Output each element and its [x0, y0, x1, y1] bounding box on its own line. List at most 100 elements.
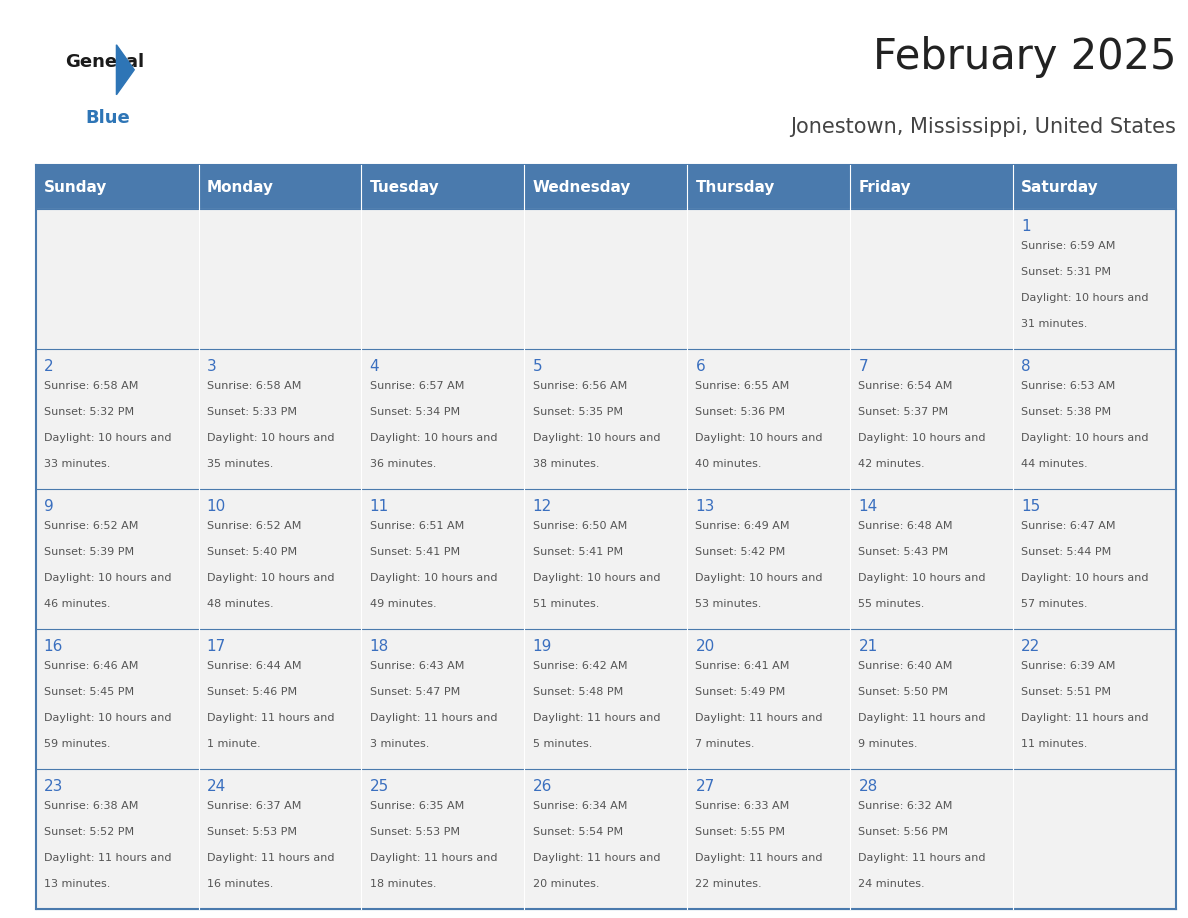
Text: Sunset: 5:41 PM: Sunset: 5:41 PM [369, 547, 460, 557]
Text: Saturday: Saturday [1022, 180, 1099, 195]
Text: Sunset: 5:52 PM: Sunset: 5:52 PM [44, 827, 134, 837]
FancyBboxPatch shape [851, 769, 1013, 909]
FancyBboxPatch shape [36, 769, 198, 909]
Text: 9: 9 [44, 498, 53, 514]
FancyBboxPatch shape [688, 489, 851, 629]
Text: Daylight: 10 hours and: Daylight: 10 hours and [369, 573, 497, 583]
Text: Sunset: 5:55 PM: Sunset: 5:55 PM [695, 827, 785, 837]
FancyBboxPatch shape [198, 349, 361, 489]
Text: Daylight: 11 hours and: Daylight: 11 hours and [207, 853, 334, 863]
Text: Daylight: 10 hours and: Daylight: 10 hours and [1022, 573, 1149, 583]
Text: Daylight: 11 hours and: Daylight: 11 hours and [859, 713, 986, 723]
Text: Daylight: 10 hours and: Daylight: 10 hours and [44, 573, 171, 583]
Text: 4: 4 [369, 359, 379, 374]
FancyBboxPatch shape [524, 629, 688, 769]
FancyBboxPatch shape [851, 165, 1013, 209]
Text: Sunrise: 6:55 AM: Sunrise: 6:55 AM [695, 381, 790, 391]
FancyBboxPatch shape [361, 349, 524, 489]
Text: Sunrise: 6:35 AM: Sunrise: 6:35 AM [369, 801, 463, 812]
Text: Sunset: 5:46 PM: Sunset: 5:46 PM [207, 687, 297, 697]
Text: Sunrise: 6:44 AM: Sunrise: 6:44 AM [207, 661, 302, 671]
Text: Friday: Friday [859, 180, 911, 195]
Text: 33 minutes.: 33 minutes. [44, 459, 110, 469]
FancyBboxPatch shape [524, 165, 688, 209]
Text: Sunrise: 6:33 AM: Sunrise: 6:33 AM [695, 801, 790, 812]
Text: 5: 5 [532, 359, 542, 374]
Text: 53 minutes.: 53 minutes. [695, 599, 762, 609]
FancyBboxPatch shape [1013, 349, 1176, 489]
Text: Daylight: 11 hours and: Daylight: 11 hours and [695, 853, 823, 863]
Text: Sunset: 5:43 PM: Sunset: 5:43 PM [859, 547, 948, 557]
Text: Sunrise: 6:53 AM: Sunrise: 6:53 AM [1022, 381, 1116, 391]
FancyBboxPatch shape [851, 209, 1013, 349]
FancyBboxPatch shape [198, 489, 361, 629]
Text: Monday: Monday [207, 180, 273, 195]
FancyBboxPatch shape [361, 165, 524, 209]
Text: Sunrise: 6:52 AM: Sunrise: 6:52 AM [207, 521, 301, 532]
FancyBboxPatch shape [36, 629, 198, 769]
Text: 11: 11 [369, 498, 388, 514]
Text: 51 minutes.: 51 minutes. [532, 599, 599, 609]
FancyBboxPatch shape [198, 165, 361, 209]
FancyBboxPatch shape [524, 489, 688, 629]
Text: 20 minutes.: 20 minutes. [532, 879, 599, 889]
Text: 14: 14 [859, 498, 878, 514]
Text: Daylight: 11 hours and: Daylight: 11 hours and [532, 853, 661, 863]
FancyBboxPatch shape [198, 209, 361, 349]
Text: 38 minutes.: 38 minutes. [532, 459, 599, 469]
Text: Daylight: 10 hours and: Daylight: 10 hours and [532, 573, 661, 583]
Text: 8: 8 [1022, 359, 1031, 374]
Text: Jonestown, Mississippi, United States: Jonestown, Mississippi, United States [790, 118, 1176, 137]
Text: Daylight: 11 hours and: Daylight: 11 hours and [369, 713, 497, 723]
Text: Daylight: 11 hours and: Daylight: 11 hours and [44, 853, 171, 863]
FancyBboxPatch shape [688, 349, 851, 489]
Text: Tuesday: Tuesday [369, 180, 440, 195]
Text: 55 minutes.: 55 minutes. [859, 599, 924, 609]
Text: 46 minutes.: 46 minutes. [44, 599, 110, 609]
Text: Sunrise: 6:40 AM: Sunrise: 6:40 AM [859, 661, 953, 671]
Text: Daylight: 11 hours and: Daylight: 11 hours and [532, 713, 661, 723]
Text: 42 minutes.: 42 minutes. [859, 459, 925, 469]
Text: 48 minutes.: 48 minutes. [207, 599, 273, 609]
Text: 10: 10 [207, 498, 226, 514]
Text: Sunrise: 6:42 AM: Sunrise: 6:42 AM [532, 661, 627, 671]
Text: 5 minutes.: 5 minutes. [532, 739, 592, 749]
Text: Sunrise: 6:51 AM: Sunrise: 6:51 AM [369, 521, 463, 532]
Text: Sunday: Sunday [44, 180, 107, 195]
Text: Blue: Blue [86, 109, 131, 128]
Text: 57 minutes.: 57 minutes. [1022, 599, 1088, 609]
Text: Daylight: 11 hours and: Daylight: 11 hours and [207, 713, 334, 723]
Text: 2: 2 [44, 359, 53, 374]
Text: Sunrise: 6:38 AM: Sunrise: 6:38 AM [44, 801, 138, 812]
Text: Daylight: 10 hours and: Daylight: 10 hours and [859, 573, 986, 583]
Text: 35 minutes.: 35 minutes. [207, 459, 273, 469]
Text: Daylight: 10 hours and: Daylight: 10 hours and [695, 433, 823, 443]
Text: 24: 24 [207, 778, 226, 794]
Text: 9 minutes.: 9 minutes. [859, 739, 918, 749]
Text: Sunset: 5:31 PM: Sunset: 5:31 PM [1022, 267, 1111, 277]
Text: Sunrise: 6:52 AM: Sunrise: 6:52 AM [44, 521, 138, 532]
Text: 26: 26 [532, 778, 552, 794]
Text: Sunset: 5:35 PM: Sunset: 5:35 PM [532, 408, 623, 418]
Text: Daylight: 11 hours and: Daylight: 11 hours and [1022, 713, 1149, 723]
Text: Sunrise: 6:39 AM: Sunrise: 6:39 AM [1022, 661, 1116, 671]
Text: General: General [65, 53, 145, 72]
Text: Daylight: 10 hours and: Daylight: 10 hours and [207, 573, 334, 583]
Text: 22: 22 [1022, 639, 1041, 654]
Text: 18: 18 [369, 639, 388, 654]
Text: Sunset: 5:41 PM: Sunset: 5:41 PM [532, 547, 623, 557]
Text: Sunset: 5:36 PM: Sunset: 5:36 PM [695, 408, 785, 418]
Text: Sunset: 5:56 PM: Sunset: 5:56 PM [859, 827, 948, 837]
Text: 40 minutes.: 40 minutes. [695, 459, 762, 469]
Text: Sunrise: 6:57 AM: Sunrise: 6:57 AM [369, 381, 465, 391]
FancyBboxPatch shape [361, 769, 524, 909]
Text: Sunset: 5:51 PM: Sunset: 5:51 PM [1022, 687, 1111, 697]
Text: Daylight: 11 hours and: Daylight: 11 hours and [695, 713, 823, 723]
Text: Sunrise: 6:41 AM: Sunrise: 6:41 AM [695, 661, 790, 671]
Text: Sunset: 5:47 PM: Sunset: 5:47 PM [369, 687, 460, 697]
Text: 1: 1 [1022, 219, 1031, 234]
Text: Sunrise: 6:47 AM: Sunrise: 6:47 AM [1022, 521, 1116, 532]
Text: 7: 7 [859, 359, 868, 374]
FancyBboxPatch shape [1013, 769, 1176, 909]
Text: Sunset: 5:45 PM: Sunset: 5:45 PM [44, 687, 134, 697]
